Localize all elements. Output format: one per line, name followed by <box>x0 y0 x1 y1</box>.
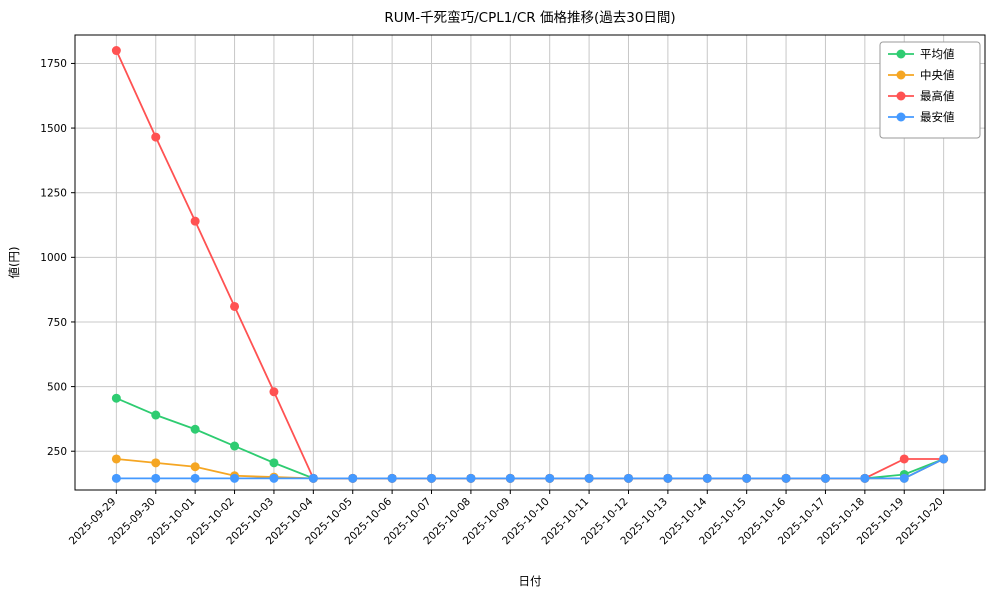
data-point <box>939 454 949 464</box>
legend-box <box>879 41 981 139</box>
legend-marker <box>896 70 906 80</box>
legend-marker <box>896 91 906 101</box>
data-point <box>820 473 830 483</box>
data-point <box>623 473 633 483</box>
data-point <box>151 410 161 420</box>
chart-title: RUM-千死蛮巧/CPL1/CR 価格推移(過去30日間) <box>384 9 675 26</box>
data-point <box>111 473 121 483</box>
data-point <box>466 473 476 483</box>
data-point <box>545 473 555 483</box>
data-point <box>151 458 161 468</box>
data-point <box>899 473 909 483</box>
legend-label: 中央値 <box>920 68 955 82</box>
data-point <box>584 473 594 483</box>
data-point <box>348 473 358 483</box>
grid <box>75 35 985 490</box>
y-axis-label: 値(円) <box>7 247 21 279</box>
y-tick-label: 250 <box>47 446 67 458</box>
plot-border <box>74 34 986 491</box>
data-point <box>151 132 161 142</box>
y-tick-label: 1000 <box>40 252 67 264</box>
data-point <box>190 462 200 472</box>
data-point <box>230 301 240 311</box>
y-tick-label: 750 <box>47 317 67 329</box>
data-point <box>230 473 240 483</box>
legend-label: 最高値 <box>920 89 955 103</box>
y-tick-label: 500 <box>47 381 67 393</box>
data-point <box>663 473 673 483</box>
plot-area <box>75 35 985 490</box>
data-point <box>151 473 161 483</box>
data-point <box>230 441 240 451</box>
data-point <box>190 424 200 434</box>
series-最安値 <box>111 454 949 483</box>
data-point <box>190 216 200 226</box>
data-point <box>269 458 279 468</box>
data-point <box>742 473 752 483</box>
data-point <box>427 473 437 483</box>
data-point <box>702 473 712 483</box>
data-point <box>505 473 515 483</box>
data-point <box>781 473 791 483</box>
y-axis-ticks: 250 500 750 1000 1250 1500 1750 <box>40 58 75 458</box>
data-point <box>269 387 279 397</box>
y-tick-label: 1250 <box>40 187 67 199</box>
y-tick-label: 1500 <box>40 123 67 135</box>
legend-marker <box>896 112 906 122</box>
y-tick-label: 1750 <box>40 58 67 70</box>
data-point <box>269 473 279 483</box>
data-point <box>111 393 121 403</box>
legend-label: 最安値 <box>920 110 955 124</box>
data-point <box>190 473 200 483</box>
legend-label: 平均値 <box>920 47 955 61</box>
data-point <box>111 454 121 464</box>
data-point <box>308 473 318 483</box>
data-point <box>111 46 121 56</box>
legend-marker <box>896 49 906 59</box>
data-point <box>387 473 397 483</box>
data-point <box>899 454 909 464</box>
data-point <box>860 473 870 483</box>
x-axis-label: 日付 <box>519 574 542 588</box>
